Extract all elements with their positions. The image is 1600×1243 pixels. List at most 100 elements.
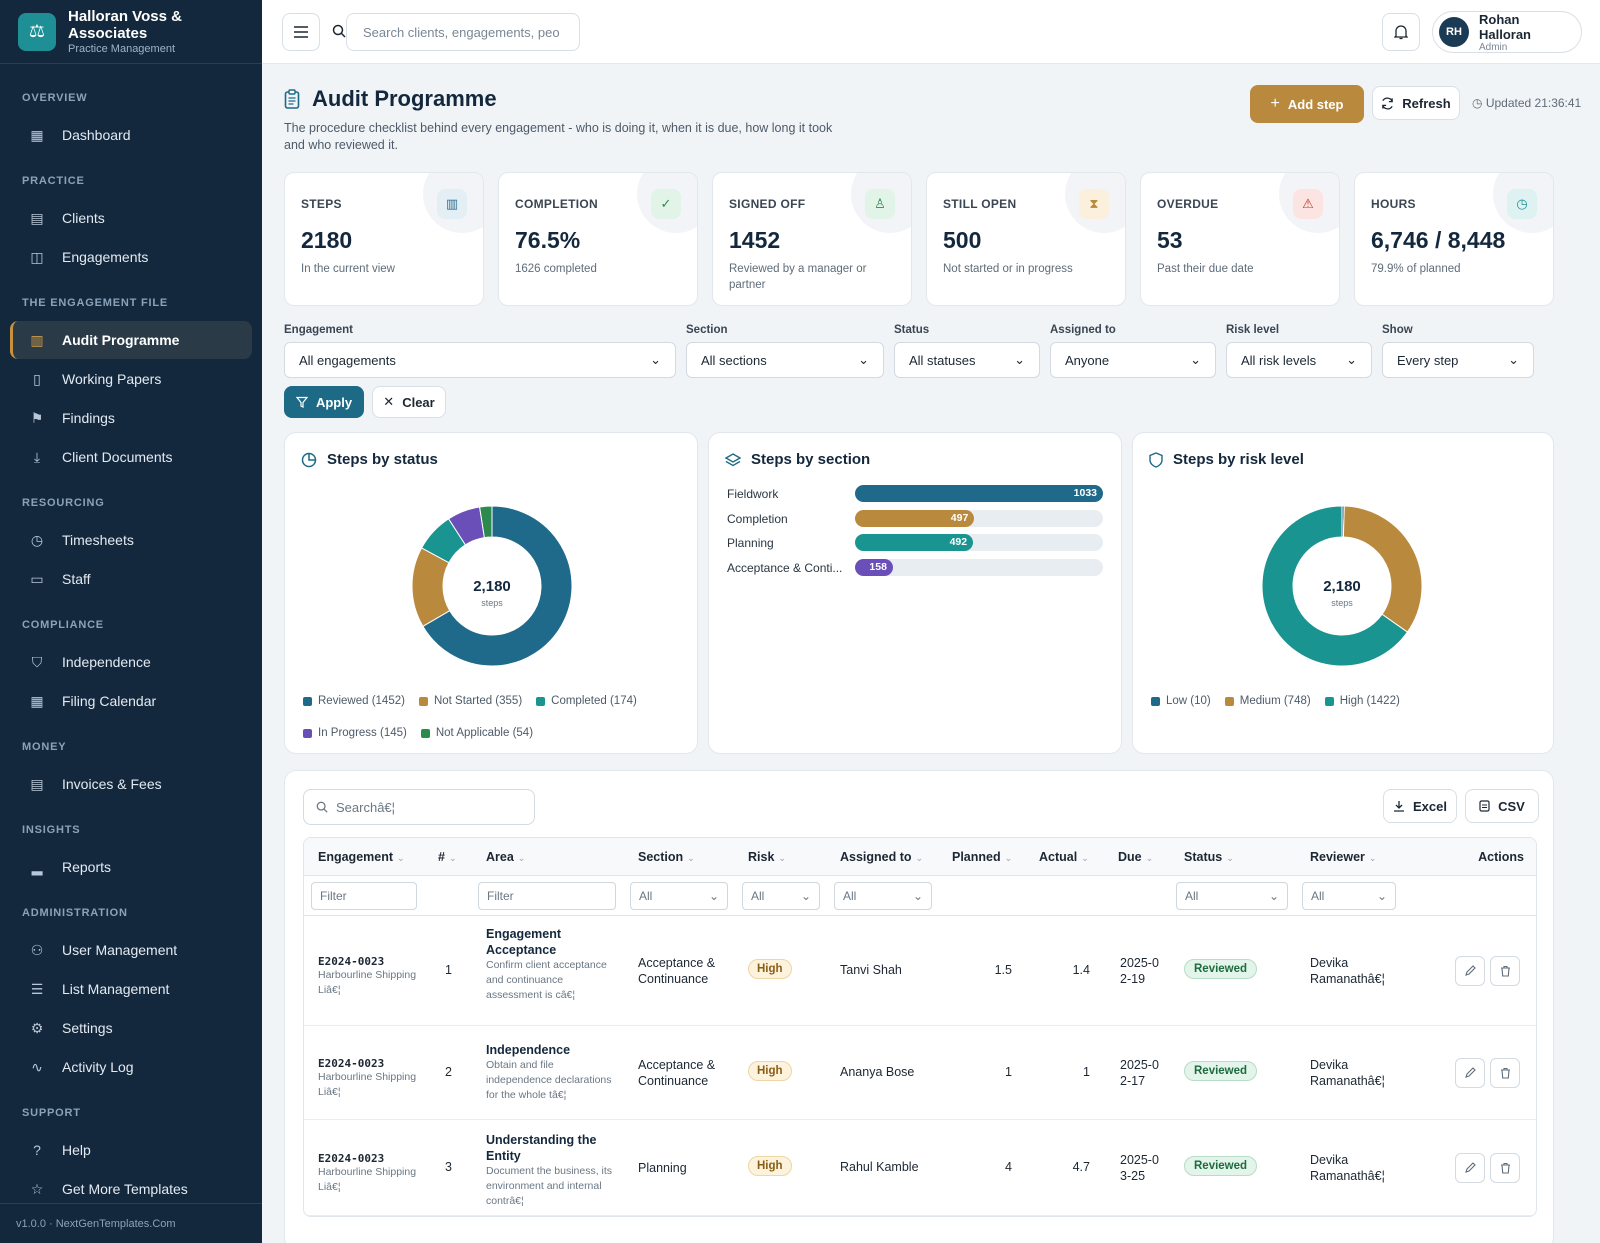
column-header-actual[interactable]: Actual ⌄ [1039,850,1089,864]
bar-category-label: Completion [727,511,788,526]
sidebar-item-get-more-templates[interactable]: ☆ Get More Templates [10,1170,252,1208]
column-header-risk[interactable]: Risk ⌄ [748,850,786,864]
column-header-assigned-to[interactable]: Assigned to ⌄ [840,850,923,864]
assigned-cell: Rahul Kamble [840,1160,919,1174]
sidebar-item-independence[interactable]: ⛉ Independence [10,643,252,681]
bar-acceptance[interactable]: 158 [855,558,893,576]
delete-button[interactable] [1490,956,1520,986]
edit-button[interactable] [1455,1153,1485,1183]
engagement-cell: E2024-0023 Harbourline Shipping Liâ€¦ [318,1152,428,1195]
edit-button[interactable] [1455,956,1485,986]
sidebar-item-client-documents[interactable]: ⤓ Client Documents [10,438,252,476]
chart-title: Steps by status [327,451,438,468]
sidebar-item-working-papers[interactable]: ▯ Working Papers [10,360,252,398]
steps-by-risk-title: Steps by risk level [1149,451,1304,468]
sidebar-item-list-management[interactable]: ☰ List Management [10,970,252,1008]
bar-value-label: 497 [950,511,969,524]
export-excel-button[interactable]: Excel [1383,789,1457,823]
sort-caret-icon: ⌄ [517,853,526,863]
export-csv-button[interactable]: CSV [1465,789,1539,823]
sidebar-item-staff[interactable]: ▭ Staff [10,560,252,598]
filter-show-select[interactable]: Every step ⌄ [1382,342,1534,378]
column-header-number[interactable]: # ⌄ [438,850,457,864]
add-step-button[interactable]: + Add step [1250,85,1364,123]
sidebar-item-help[interactable]: ? Help [10,1131,252,1169]
sidebar-item-audit-programme[interactable]: ▥ Audit Programme [10,321,252,359]
engagement-column-filter[interactable]: Filter [311,882,417,910]
brand: ⚖ Halloran Voss & Associates Practice Ma… [0,0,262,64]
column-header-reviewer[interactable]: Reviewer ⌄ [1310,850,1376,864]
reviewer-column-filter[interactable]: All ⌄ [1302,882,1396,910]
legend-item: In Progress (145) [303,727,407,739]
menu-toggle-button[interactable] [282,13,320,51]
sidebar-nav: OVERVIEW ▦ Dashboard PRACTICE ▤ Clients … [0,64,262,1227]
chevron-down-icon: ⌄ [1346,352,1357,367]
column-header-due[interactable]: Due ⌄ [1118,850,1153,864]
delete-button[interactable] [1490,1153,1520,1183]
status-column-filter[interactable]: All ⌄ [1176,882,1288,910]
sidebar-item-dashboard[interactable]: ▦ Dashboard [10,116,252,154]
steps-by-status-card: Steps by status 2,180 steps Reviewed (145… [284,432,698,754]
column-header-status[interactable]: Status ⌄ [1184,850,1234,864]
bar-fieldwork[interactable]: 1033 [855,485,1103,502]
column-header-engagement[interactable]: Engagement ⌄ [318,850,405,864]
sidebar-item-settings[interactable]: ⚙ Settings [10,1009,252,1047]
bar-planning[interactable]: 492 [855,534,974,551]
chevron-down-icon: ⌄ [1190,352,1201,367]
sort-caret-icon: ⌄ [915,853,924,863]
clear-button[interactable]: ✕ Clear [372,386,446,418]
notifications-button[interactable] [1382,13,1420,51]
risk-column-filter[interactable]: All ⌄ [742,882,820,910]
user-name: Rohan Halloran [1478,11,1531,42]
column-label: Planned [952,850,1001,864]
sidebar-item-filing-calendar[interactable]: ▦ Filing Calendar [10,682,252,720]
csv-file-icon [1479,800,1490,812]
status-badge: Reviewed [1184,1061,1258,1081]
column-label: Risk [748,850,775,864]
column-header-area[interactable]: Area ⌄ [486,850,525,864]
filter-risk-select[interactable]: All risk levels ⌄ [1226,342,1372,378]
filter-section-select[interactable]: All sections ⌄ [686,342,884,378]
table-search-input[interactable]: Searchâ€¦ [303,789,535,825]
table-row[interactable]: E2024-0023 Harbourline Shipping Liâ€¦ 3 … [304,1120,1536,1216]
filter-engagement-select[interactable]: All engagements ⌄ [284,342,676,378]
sidebar-item-reports[interactable]: ▂ Reports [10,848,252,886]
sidebar-item-timesheets[interactable]: ◷ Timesheets [10,521,252,559]
sidebar-item-findings[interactable]: ⚑ Findings [10,399,252,437]
assigned-column-filter[interactable]: All ⌄ [834,882,932,910]
kpi-card-hours: ◷ HOURS 6,746 / 8,448 79.9% of planned [1354,172,1554,306]
global-search-input[interactable]: Search clients, engagements, peo [346,13,580,51]
bar-completion[interactable]: 497 [855,509,975,527]
donut-slice-reviewed[interactable] [422,505,573,667]
apply-button[interactable]: Apply [284,386,364,418]
sidebar-item-invoices-fees[interactable]: ▤ Invoices & Fees [10,765,252,803]
section-column-filter[interactable]: All ⌄ [630,882,728,910]
engagement-code: E2024-0023 [318,1152,385,1165]
step-number: 1 [445,963,452,977]
column-header-actions[interactable]: Actions [1478,850,1524,864]
user-menu[interactable]: RH Rohan Halloran Admin [1432,11,1582,53]
area-description: Obtain and file independence declaration… [486,1059,612,1101]
area-column-filter[interactable]: Filter [478,882,616,910]
layers-icon [725,452,741,466]
sidebar-item-user-management[interactable]: ⚇ User Management [10,931,252,969]
sidebar-item-clients[interactable]: ▤ Clients [10,199,252,237]
steps-by-risk-card: Steps by risk level 2,180 steps Low (10) M… [1132,432,1554,754]
legend-label: In Progress (145) [318,727,407,739]
donut-slice-not-applicable[interactable] [479,505,493,539]
delete-button[interactable] [1490,1058,1520,1088]
sidebar-item-engagements[interactable]: ◫ Engagements [10,238,252,276]
page-title: Audit Programme [312,86,497,111]
column-header-planned[interactable]: Planned ⌄ [952,850,1012,864]
donut-slice-medium[interactable] [1342,505,1423,633]
assigned-cell: Tanvi Shah [840,963,902,977]
refresh-button[interactable]: Refresh [1372,86,1460,120]
filter-assigned-select[interactable]: Anyone ⌄ [1050,342,1216,378]
table-row[interactable]: E2024-0023 Harbourline Shipping Liâ€¦ 2 … [304,1026,1536,1120]
donut-slice-high[interactable] [1261,505,1409,667]
edit-button[interactable] [1455,1058,1485,1088]
table-row[interactable]: E2024-0023 Harbourline Shipping Liâ€¦ 1 … [304,916,1536,1026]
sidebar-item-activity-log[interactable]: ∿ Activity Log [10,1048,252,1086]
filter-status-select[interactable]: All statuses ⌄ [894,342,1040,378]
column-header-section[interactable]: Section ⌄ [638,850,695,864]
